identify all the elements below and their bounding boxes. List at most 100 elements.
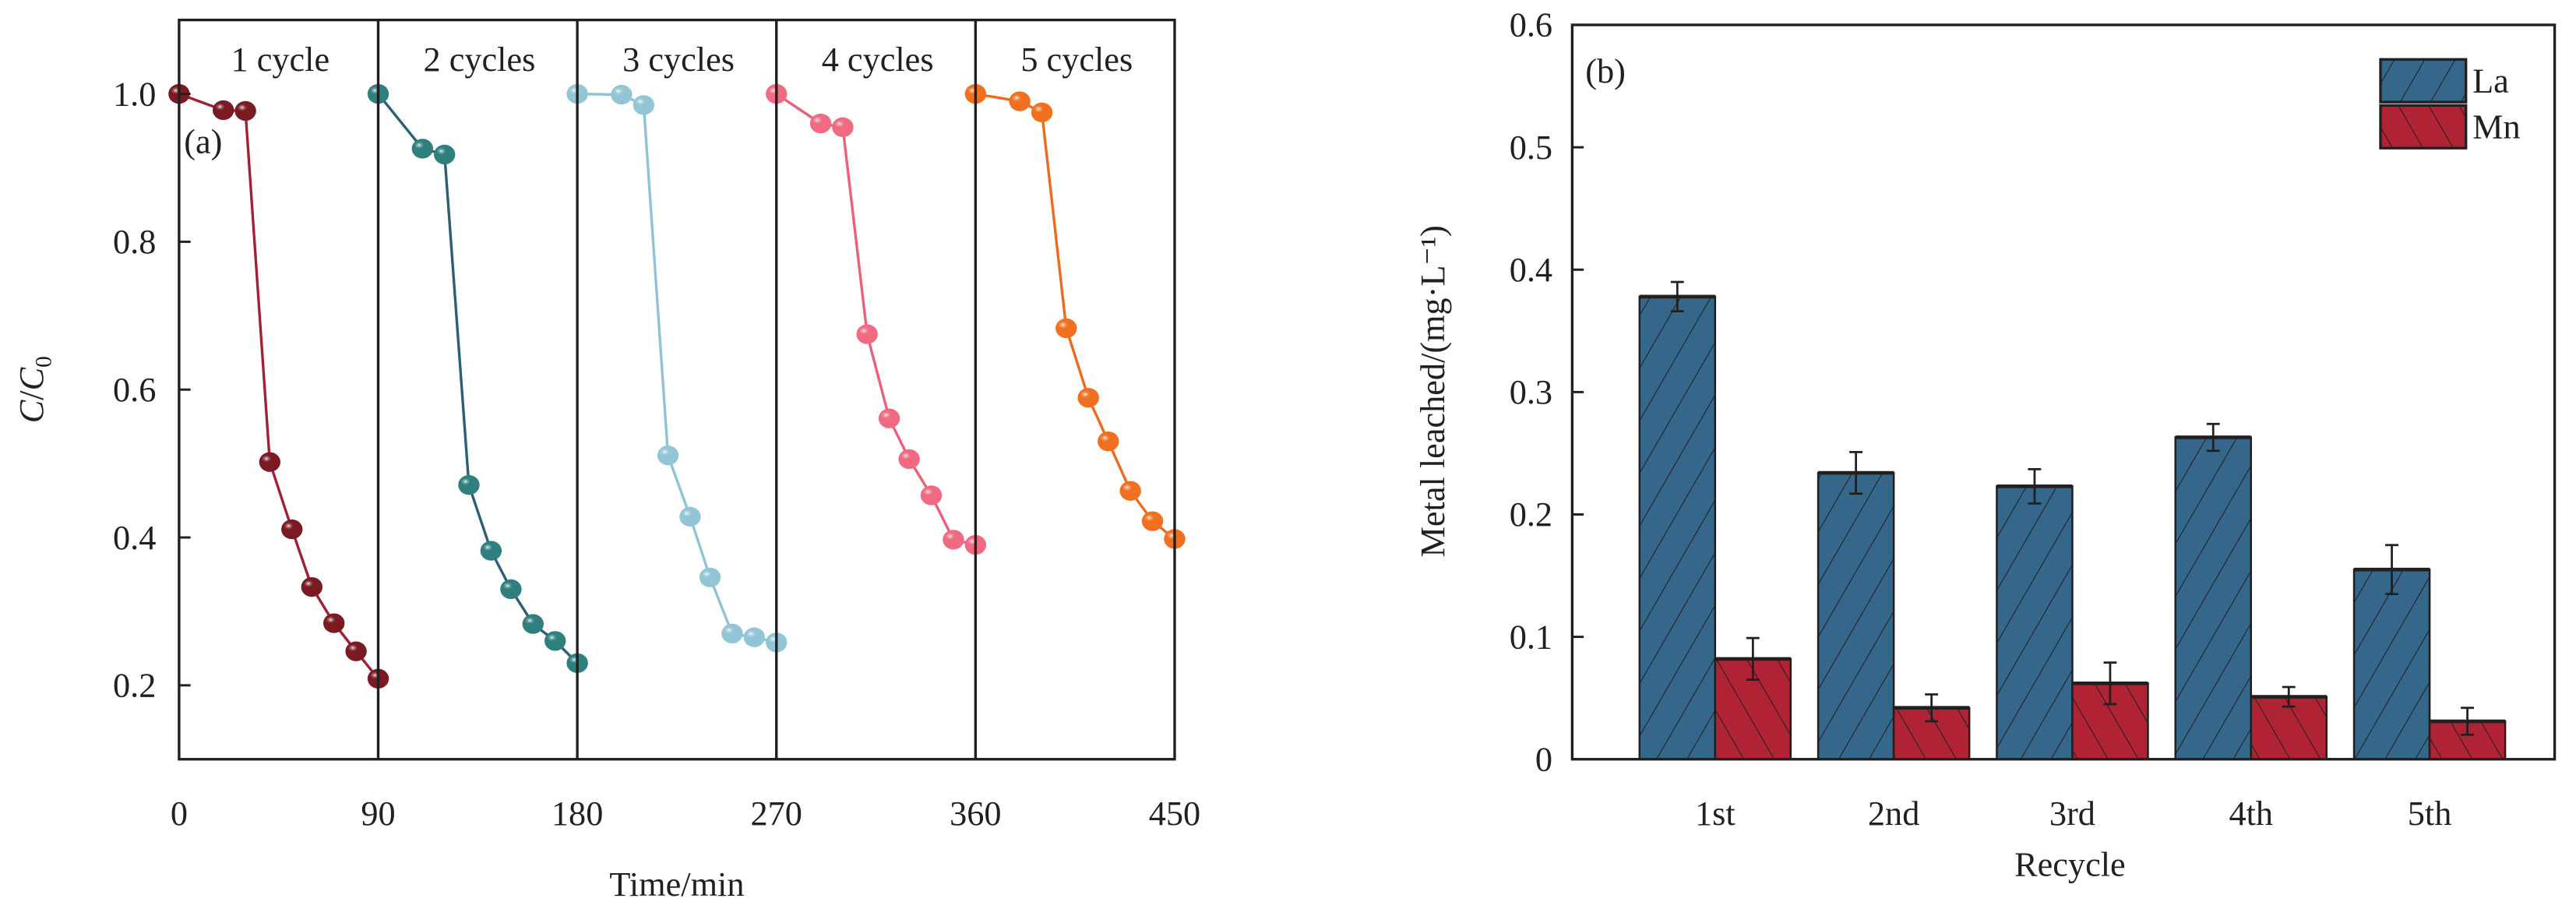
data-point-highlight (369, 86, 383, 97)
y-tick-label-b: 0.5 (1510, 129, 1552, 167)
cycle-label: 3 cycles (622, 41, 735, 79)
panel-label-b: (b) (1585, 52, 1626, 90)
legend-label: La (2472, 62, 2509, 100)
data-point-highlight (524, 617, 538, 627)
data-point-highlight (170, 86, 184, 97)
data-point-highlight (1011, 94, 1025, 104)
cycle-label: 1 cycle (231, 41, 329, 79)
panel-label-a: (a) (184, 122, 222, 160)
y-axis-title-a: C/C0 (12, 356, 57, 423)
data-point-highlight (237, 104, 250, 115)
data-point-highlight (858, 327, 872, 337)
y-title-subscript: 0 (31, 356, 56, 368)
data-point-highlight (1033, 105, 1047, 116)
series-4-cycle: 4 cycles (766, 41, 987, 555)
data-point-highlight (1144, 514, 1158, 524)
series-1-cycle: 1 cycle (168, 41, 389, 689)
data-point-highlight (900, 452, 914, 463)
series-line (577, 92, 777, 644)
data-point-highlight (369, 671, 383, 682)
y-tick-label-b: 0.2 (1510, 495, 1552, 534)
data-point-highlight (812, 116, 826, 127)
data-point-highlight (1166, 532, 1179, 542)
bar-la-5th (2352, 544, 2431, 760)
data-point-highlight (303, 580, 317, 590)
axes-b: 0 0.1 0.2 0.3 0.4 0.5 0.6 1st 2nd 3rd 4th 5th (1510, 6, 2557, 833)
axes-a: 0.2 0.4 0.6 0.8 1.0 0 90 180 270 360 450 (113, 18, 1200, 833)
data-point-highlight (944, 532, 958, 543)
series-3-cycle: 3 cycles (566, 41, 788, 653)
x-tick-label-a: 90 (361, 794, 395, 833)
y-tick-label-a: 0.8 (113, 223, 156, 261)
bar-hatch (1818, 473, 1894, 759)
data-point-highlight (833, 120, 848, 131)
legend-label: Mn (2472, 108, 2521, 146)
data-point-highlight (967, 86, 981, 97)
x-tick-label-a: 180 (551, 794, 603, 833)
series-line (975, 92, 1176, 541)
series-line (377, 93, 579, 664)
plot-area-a: 1 cycle 2 cycles 3 cycles 4 cycles 5 cycles (168, 41, 1186, 689)
data-point-highlight (261, 455, 275, 465)
data-point-highlight (1122, 484, 1136, 495)
y-tick-label-b: 0.6 (1510, 6, 1552, 44)
cycle-label: 4 cycles (822, 41, 934, 79)
data-point-highlight (682, 509, 695, 520)
y-tick-label-b: 0 (1535, 740, 1552, 778)
y-tick-label-a: 1.0 (113, 75, 156, 113)
y-title-c: C (12, 400, 51, 423)
x-tick-label-a: 360 (950, 794, 1001, 833)
y-tick-label-b: 0.1 (1510, 618, 1552, 656)
series-2-cycle: 2 cycles (367, 41, 588, 674)
data-point-highlight (880, 411, 894, 422)
data-point-highlight (1080, 390, 1094, 401)
data-point-highlight (659, 448, 673, 459)
cycle-label: 2 cycles (423, 41, 535, 79)
data-point-highlight (460, 477, 474, 488)
x-tick-label-b: 2nd (1868, 794, 1919, 833)
series-line (775, 93, 976, 547)
data-point-highlight (967, 537, 981, 548)
y-tick-label-b: 0.3 (1510, 373, 1552, 411)
bar-la-1st (1638, 280, 1717, 760)
data-point-highlight (283, 522, 297, 533)
data-point-highlight (701, 570, 715, 581)
data-point-highlight (414, 141, 428, 152)
data-point-highlight (482, 544, 496, 554)
bar-hatch (1996, 486, 2073, 759)
panel-a-line-chart: 1 cycle 2 cycles 3 cycles 4 cycles 5 cycles … (12, 18, 1200, 904)
y-tick-label-a: 0.6 (113, 371, 156, 409)
bar-la-2nd (1817, 450, 1895, 760)
data-point-highlight (767, 635, 781, 646)
data-point-highlight (214, 103, 228, 114)
bar-la-4th (2174, 422, 2253, 760)
x-tick-label-b: 3rd (2049, 794, 2095, 833)
series-line (178, 92, 379, 680)
y-tick-label-a: 0.2 (113, 667, 156, 705)
data-point-highlight (502, 582, 516, 593)
x-tick-label-a: 270 (751, 794, 802, 833)
data-point-highlight (325, 616, 339, 626)
data-point-highlight (347, 644, 361, 654)
legend-b: La Mn (2379, 58, 2521, 150)
data-point-highlight (1057, 321, 1071, 332)
data-point-highlight (922, 488, 936, 499)
x-axis-title-b: Recycle (2014, 845, 2126, 883)
data-point-highlight (723, 626, 737, 637)
series-5-cycle: 5 cycles (964, 41, 1186, 549)
x-tick-label-b: 4th (2229, 794, 2273, 833)
x-axis-title-a: Time/min (609, 865, 744, 904)
y-title-c0: C (12, 367, 51, 390)
y-tick-label-a: 0.4 (113, 519, 156, 557)
plot-frame-a (178, 18, 1176, 761)
legend-swatch-hatch (2379, 58, 2468, 104)
x-tick-label-b: 1st (1695, 794, 1736, 833)
data-point-highlight (635, 97, 649, 108)
data-point-highlight (612, 87, 626, 98)
data-point-highlight (569, 86, 583, 97)
bar-la-3rd (1996, 467, 2074, 760)
bar-mn-5th (2428, 706, 2507, 760)
y-title-slash: / (12, 390, 51, 400)
legend-item-mn: Mn (2379, 104, 2521, 150)
